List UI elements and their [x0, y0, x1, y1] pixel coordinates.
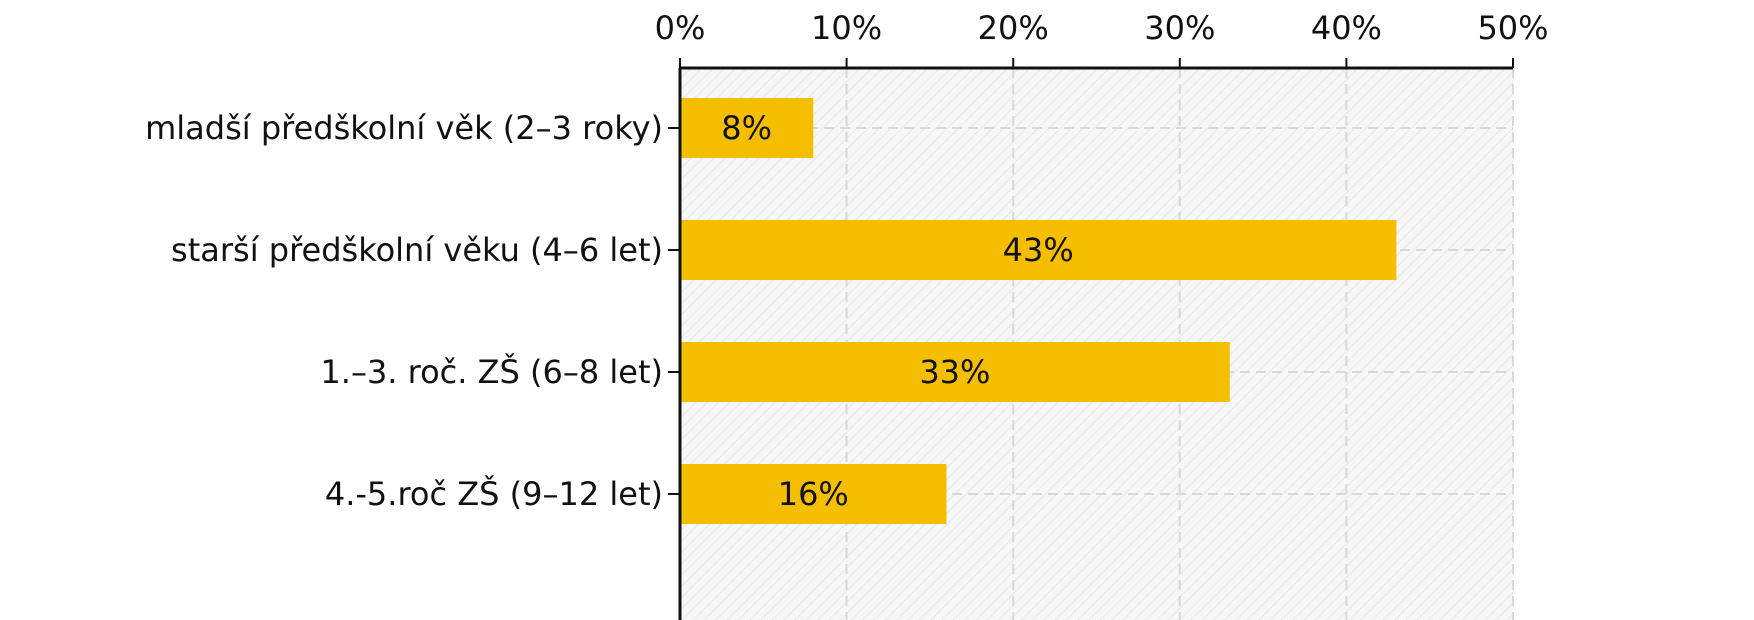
bar: [680, 464, 947, 524]
bar: [680, 98, 814, 158]
value-label: 16%: [778, 475, 849, 513]
value-label: 8%: [721, 109, 772, 147]
x-tick-label: 10%: [811, 9, 882, 47]
x-tick-label: 30%: [1144, 9, 1215, 47]
bar: [680, 342, 1230, 402]
value-label: 33%: [919, 353, 990, 391]
bar: [680, 220, 1397, 280]
y-tick-label: 4.-5.roč ZŠ (9–12 let): [325, 474, 663, 513]
x-tick-label: 50%: [1477, 9, 1548, 47]
y-tick-label: starší předškolní věku (4–6 let): [171, 231, 663, 269]
x-tick-label: 20%: [978, 9, 1049, 47]
y-tick-label: 1.–3. roč. ZŠ (6–8 let): [320, 352, 663, 391]
x-tick-label: 40%: [1311, 9, 1382, 47]
x-tick-label: 0%: [655, 9, 706, 47]
value-label: 43%: [1003, 231, 1074, 269]
y-tick-label: mladší předškolní věk (2–3 roky): [145, 109, 663, 147]
